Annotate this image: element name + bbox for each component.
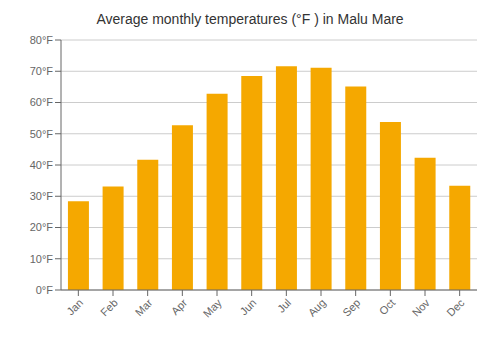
svg-text:0°F: 0°F	[36, 284, 54, 296]
svg-text:Dec: Dec	[444, 296, 467, 319]
svg-text:50°F: 50°F	[30, 128, 54, 140]
svg-text:May: May	[201, 296, 225, 320]
svg-text:Aug: Aug	[306, 296, 328, 318]
svg-text:10°F: 10°F	[30, 253, 54, 265]
svg-text:Nov: Nov	[410, 296, 433, 319]
svg-text:60°F: 60°F	[30, 96, 54, 108]
svg-text:Mar: Mar	[133, 296, 155, 318]
html-text:Average monthly temperatures (: Average monthly temperatures (°F ) in Ma…	[96, 11, 404, 27]
svg-text:Apr: Apr	[169, 296, 190, 317]
svg-text:20°F: 20°F	[30, 221, 54, 233]
svg-text:Feb: Feb	[98, 296, 120, 318]
svg-text:70°F: 70°F	[30, 65, 54, 77]
svg-text:Jul: Jul	[275, 296, 293, 314]
svg-text:Jun: Jun	[238, 296, 259, 317]
svg-text:Jan: Jan	[64, 296, 85, 317]
svg-text:40°F: 40°F	[30, 159, 54, 171]
svg-text:Oct: Oct	[377, 296, 398, 317]
svg-text:Sep: Sep	[340, 296, 362, 318]
svg-text:30°F: 30°F	[30, 190, 54, 202]
svg-text:80°F: 80°F	[30, 34, 54, 46]
